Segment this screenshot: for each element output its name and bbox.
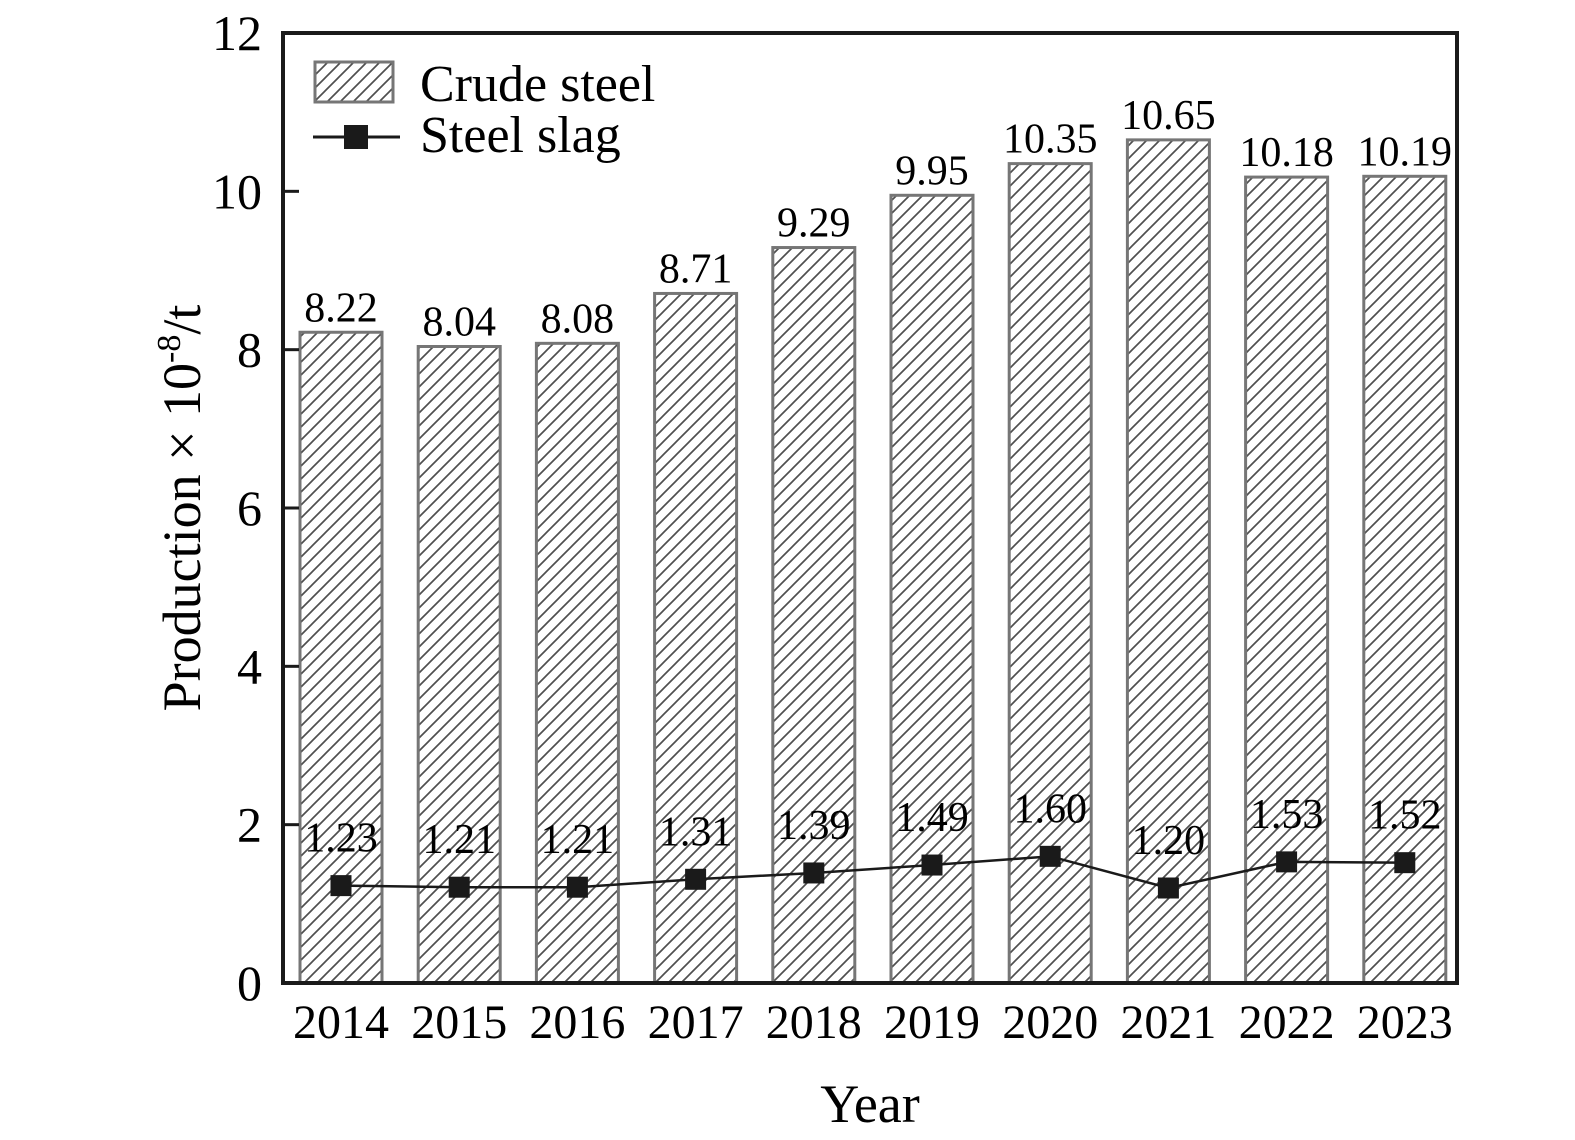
bar-2016 <box>534 341 620 985</box>
line-marker-2014 <box>330 875 352 897</box>
bar-value-label-2018: 9.29 <box>777 201 851 247</box>
line-marker-2019 <box>921 854 943 876</box>
line-value-label-2022: 1.53 <box>1250 792 1324 838</box>
line-marker-2015 <box>448 876 470 898</box>
legend-label-steel-slag: Steel slag <box>420 107 621 164</box>
x-tick-label-2017: 2017 <box>648 996 744 1049</box>
bar-value-label-2015: 8.04 <box>422 300 496 346</box>
x-tick-label-2023: 2023 <box>1357 996 1453 1049</box>
line-marker-2018 <box>803 862 825 884</box>
y-tick-label-10: 10 <box>212 163 262 219</box>
line-marker-2020 <box>1039 845 1061 867</box>
x-tick-label-2014: 2014 <box>293 996 389 1049</box>
line-value-label-2017: 1.31 <box>659 809 733 855</box>
steel-slag-line <box>340 855 1405 890</box>
y-tick-label-2: 2 <box>237 797 262 853</box>
y-tick-label-8: 8 <box>237 322 262 378</box>
bar-series-crude-steel <box>298 138 1448 985</box>
y-tick-label-0: 0 <box>237 955 262 1011</box>
bar-2022 <box>1244 175 1330 985</box>
x-tick-label-2016: 2016 <box>529 996 625 1049</box>
x-tick-label-2018: 2018 <box>766 996 862 1049</box>
y-axis-title: Production × 10-8/t <box>151 305 212 712</box>
bar-value-label-2016: 8.08 <box>541 296 615 342</box>
line-marker-2022 <box>1276 851 1298 873</box>
bar-value-label-2022: 10.18 <box>1239 130 1334 176</box>
line-value-label-2020: 1.60 <box>1013 786 1087 832</box>
legend-bar-swatch <box>313 60 395 104</box>
line-marker-2016 <box>566 876 588 898</box>
y-tick-label-12: 12 <box>212 5 262 61</box>
x-tick-label-2019: 2019 <box>884 996 980 1049</box>
line-marker-2023 <box>1394 852 1416 874</box>
bar-value-label-2021: 10.65 <box>1121 93 1216 139</box>
x-tick-label-2015: 2015 <box>411 996 507 1049</box>
legend-label-crude-steel: Crude steel <box>420 56 655 113</box>
bar-value-label-2023: 10.19 <box>1358 129 1453 175</box>
line-marker-2021 <box>1157 877 1179 899</box>
bar-value-label-2014: 8.22 <box>304 285 378 331</box>
bar-2021 <box>1125 138 1211 985</box>
line-value-label-2019: 1.49 <box>895 795 969 841</box>
line-value-label-2021: 1.20 <box>1132 818 1206 864</box>
x-tick-label-2020: 2020 <box>1002 996 1098 1049</box>
line-value-label-2023: 1.52 <box>1368 793 1442 839</box>
axes: 0 2 4 6 8 10 12 <box>212 5 1459 1011</box>
line-value-label-2014: 1.23 <box>304 816 378 862</box>
line-value-label-2018: 1.39 <box>777 803 851 849</box>
line-marker-2017 <box>685 868 707 890</box>
y-tick-label-4: 4 <box>237 638 262 694</box>
x-tick-label-2022: 2022 <box>1239 996 1335 1049</box>
bar-value-labels: 8.22 8.04 8.08 8.71 9.29 9.95 10.35 10.65 10.18 1… <box>304 93 1452 346</box>
bar-2014 <box>298 330 384 985</box>
y-tick-label-6: 6 <box>237 480 262 536</box>
bar-value-label-2020: 10.35 <box>1003 117 1098 163</box>
x-tick-label-2021: 2021 <box>1120 996 1216 1049</box>
x-axis-title: Year <box>820 1074 920 1134</box>
bar-2023 <box>1362 174 1448 985</box>
bar-value-label-2019: 9.95 <box>895 148 969 194</box>
x-axis-labels: 2014 2015 2016 2017 2018 2019 2020 2021 2022 2023 <box>293 996 1453 1049</box>
bar-value-label-2017: 8.71 <box>659 246 733 292</box>
legend-marker-icon <box>344 125 368 149</box>
line-value-label-2016: 1.21 <box>541 817 615 863</box>
line-series-steel-slag: 1.23 1.21 1.21 1.31 1.39 1.49 1.60 1.20 1.53 1.52 <box>304 786 1442 899</box>
line-value-label-2015: 1.21 <box>422 817 496 863</box>
